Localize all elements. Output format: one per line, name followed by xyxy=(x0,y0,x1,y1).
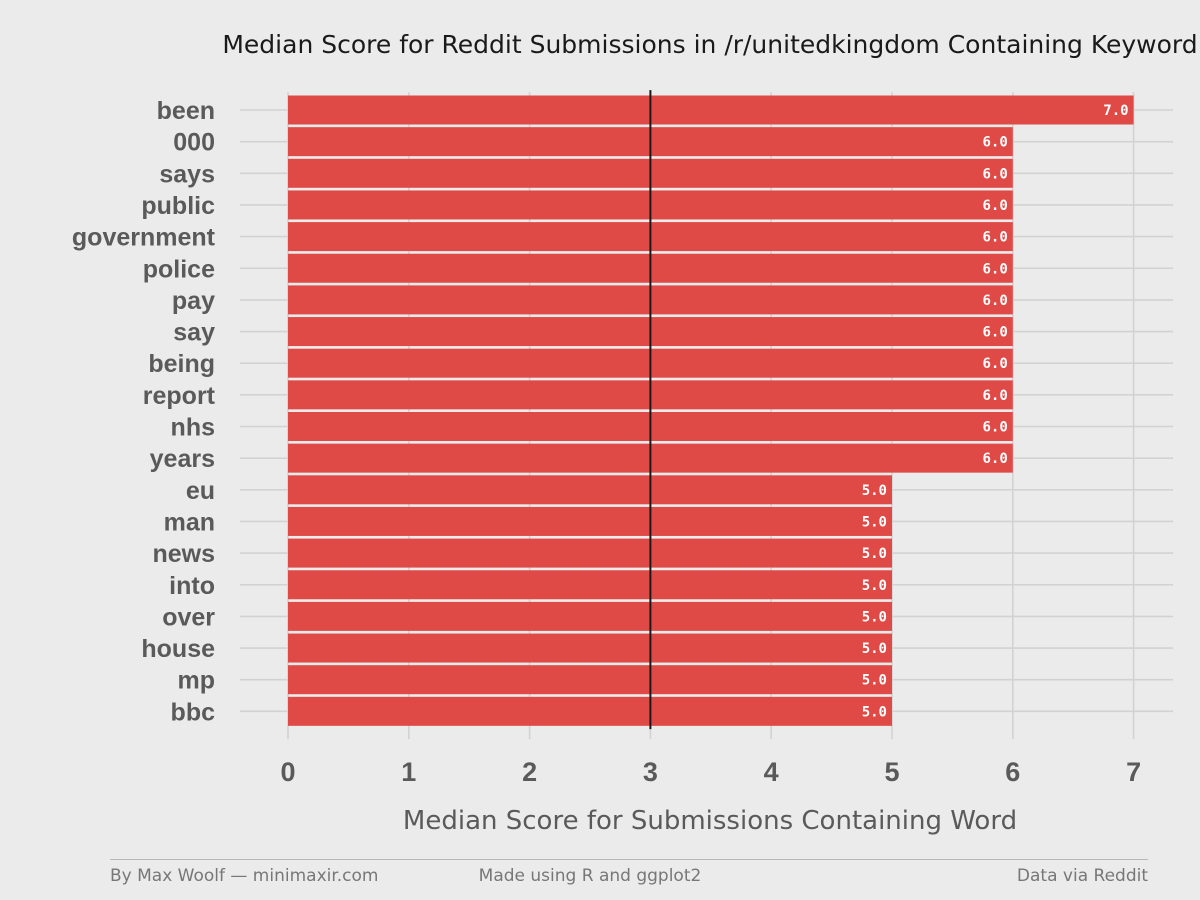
y-tick-label: eu xyxy=(186,477,215,505)
y-tick-label: public xyxy=(141,192,215,220)
bars xyxy=(288,95,1134,726)
footer-tooling: Made using R and ggplot2 xyxy=(478,866,702,886)
y-tick-label: report xyxy=(143,382,216,410)
x-axis-title: Median Score for Submissions Containing … xyxy=(403,806,1017,836)
data-label: 5.0 xyxy=(862,673,887,689)
data-label: 7.0 xyxy=(1103,103,1128,119)
data-labels: 7.0 6.0 6.0 6.0 6.0 6.0 6.0 6.0 6.0 6.0 6.0 6.0 5.0 5… xyxy=(862,103,1129,720)
y-tick-label: news xyxy=(152,540,215,568)
data-label: 5.0 xyxy=(862,704,887,720)
y-tick-label: man xyxy=(164,508,215,536)
x-tick-label: 6 xyxy=(1005,757,1020,787)
bar-news xyxy=(288,538,892,568)
y-tick-label: police xyxy=(143,255,215,283)
data-label: 6.0 xyxy=(983,356,1008,372)
footer-source: Data via Reddit xyxy=(1016,866,1148,886)
x-tick-label: 1 xyxy=(401,757,416,787)
bar-been xyxy=(288,95,1134,125)
bar-over xyxy=(288,601,892,631)
data-label: 6.0 xyxy=(983,261,1008,277)
data-label: 6.0 xyxy=(983,325,1008,341)
bar-man xyxy=(288,506,892,536)
footer-divider xyxy=(110,859,1148,860)
bar-into xyxy=(288,570,892,600)
bar-house xyxy=(288,633,892,663)
y-tick-label: bbc xyxy=(171,698,216,726)
data-label: 6.0 xyxy=(983,230,1008,246)
y-tick-label: mp xyxy=(178,667,216,695)
bar-eu xyxy=(288,475,892,505)
data-label: 5.0 xyxy=(862,514,887,530)
data-label: 5.0 xyxy=(862,641,887,657)
data-label: 5.0 xyxy=(862,578,887,594)
data-label: 6.0 xyxy=(983,166,1008,182)
x-tick-label: 4 xyxy=(764,757,779,787)
x-axis-tick-labels: 0 1 2 3 4 5 6 7 xyxy=(280,757,1141,787)
data-label: 6.0 xyxy=(983,293,1008,309)
y-tick-label: government xyxy=(72,224,216,252)
data-label: 5.0 xyxy=(862,483,887,499)
y-tick-label: over xyxy=(162,603,215,631)
y-tick-label: 000 xyxy=(173,129,215,157)
x-tick-label: 5 xyxy=(884,757,899,787)
x-tick-label: 2 xyxy=(522,757,537,787)
x-tick-label: 0 xyxy=(280,757,295,787)
y-tick-label: nhs xyxy=(171,414,215,442)
data-label: 6.0 xyxy=(983,135,1008,151)
data-label: 5.0 xyxy=(862,546,887,562)
y-tick-label: into xyxy=(169,572,215,600)
y-tick-label: years xyxy=(150,445,215,473)
y-tick-label: pay xyxy=(172,287,215,315)
data-label: 5.0 xyxy=(862,609,887,625)
y-axis-tick-labels: been 000 says public government police pay say b… xyxy=(72,97,216,726)
y-tick-label: been xyxy=(157,97,215,125)
data-label: 6.0 xyxy=(983,198,1008,214)
chart-title: Median Score for Reddit Submissions in /… xyxy=(222,30,1197,59)
data-label: 6.0 xyxy=(983,388,1008,404)
y-tick-label: being xyxy=(148,350,215,378)
y-tick-label: house xyxy=(141,635,215,663)
x-tick-label: 3 xyxy=(643,757,658,787)
bar-mp xyxy=(288,665,892,695)
data-label: 6.0 xyxy=(983,420,1008,436)
x-tick-label: 7 xyxy=(1126,757,1141,787)
bar-bbc xyxy=(288,696,892,726)
footer-credit: By Max Woolf — minimaxir.com xyxy=(110,866,379,886)
data-label: 6.0 xyxy=(983,451,1008,467)
y-tick-label: say xyxy=(173,319,215,347)
y-tick-label: says xyxy=(159,160,215,188)
